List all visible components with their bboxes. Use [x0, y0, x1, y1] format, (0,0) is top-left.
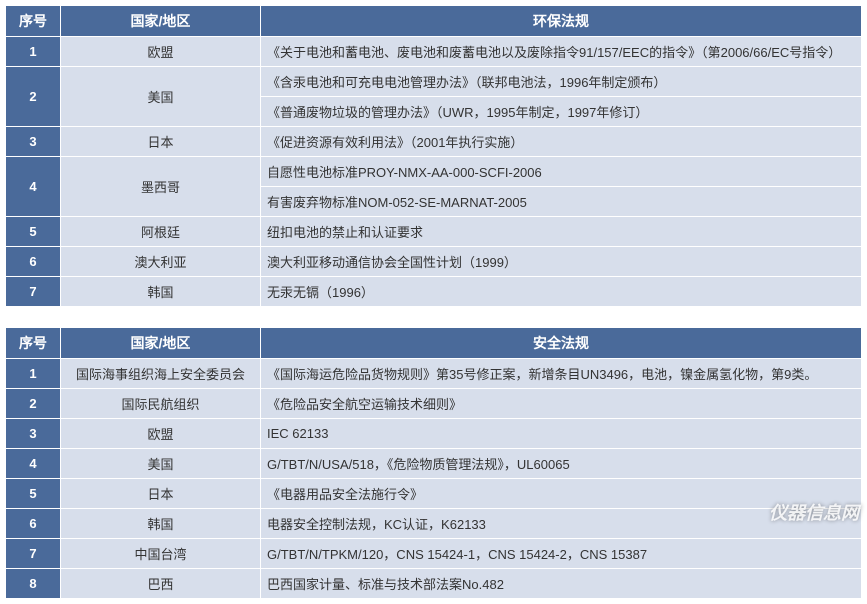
row-index: 7 — [6, 277, 61, 307]
table-row: 7韩国无汞无镉（1996） — [6, 277, 862, 307]
table1-body: 1欧盟《关于电池和蓄电池、废电池和废蓄电池以及废除指令91/157/EEC的指令… — [6, 37, 862, 307]
row-index: 4 — [6, 157, 61, 217]
row-detail: 澳大利亚移动通信协会全国性计划（1999） — [261, 247, 862, 277]
row-detail: IEC 62133 — [261, 419, 862, 449]
table-safety-regulations: 序号 国家/地区 安全法规 1国际海事组织海上安全委员会《国际海运危险品货物规则… — [5, 327, 862, 599]
table-row: 6澳大利亚澳大利亚移动通信协会全国性计划（1999） — [6, 247, 862, 277]
table-row: 1国际海事组织海上安全委员会《国际海运危险品货物规则》第35号修正案，新增条目U… — [6, 359, 862, 389]
table2-body: 1国际海事组织海上安全委员会《国际海运危险品货物规则》第35号修正案，新增条目U… — [6, 359, 862, 599]
table2-header-row: 序号 国家/地区 安全法规 — [6, 328, 862, 359]
table-row: 4墨西哥自愿性电池标准PROY-NMX-AA-000-SCFI-2006 — [6, 157, 862, 187]
row-index: 1 — [6, 359, 61, 389]
row-region: 韩国 — [61, 277, 261, 307]
row-detail: 《含汞电池和可充电电池管理办法》（联邦电池法，1996年制定颁布） — [261, 67, 862, 97]
row-index: 3 — [6, 127, 61, 157]
table-row: 5日本《电器用品安全法施行令》 — [6, 479, 862, 509]
row-index: 2 — [6, 389, 61, 419]
table-gap — [5, 307, 862, 327]
row-region: 欧盟 — [61, 419, 261, 449]
table-row: 3日本《促进资源有效利用法》（2001年执行实施） — [6, 127, 862, 157]
row-detail: 《促进资源有效利用法》（2001年执行实施） — [261, 127, 862, 157]
table-row: 2国际民航组织《危险品安全航空运输技术细则》 — [6, 389, 862, 419]
row-detail: 《电器用品安全法施行令》 — [261, 479, 862, 509]
row-index: 5 — [6, 479, 61, 509]
row-index: 2 — [6, 67, 61, 127]
row-index: 4 — [6, 449, 61, 479]
table2-header-region: 国家/地区 — [61, 328, 261, 359]
table1-header-region: 国家/地区 — [61, 6, 261, 37]
table-row: 2美国《含汞电池和可充电电池管理办法》（联邦电池法，1996年制定颁布） — [6, 67, 862, 97]
row-region: 日本 — [61, 479, 261, 509]
table-row: 6韩国电器安全控制法规，KC认证，K62133 — [6, 509, 862, 539]
row-index: 1 — [6, 37, 61, 67]
table-row: 4美国G/TBT/N/USA/518，《危险物质管理法规》，UL60065 — [6, 449, 862, 479]
row-index: 6 — [6, 509, 61, 539]
table-row: 3欧盟IEC 62133 — [6, 419, 862, 449]
table-row: 5阿根廷纽扣电池的禁止和认证要求 — [6, 217, 862, 247]
row-detail: 有害废弃物标准NOM-052-SE-MARNAT-2005 — [261, 187, 862, 217]
row-detail: G/TBT/N/USA/518，《危险物质管理法规》，UL60065 — [261, 449, 862, 479]
table-environmental-regulations: 序号 国家/地区 环保法规 1欧盟《关于电池和蓄电池、废电池和废蓄电池以及废除指… — [5, 5, 862, 307]
row-region: 阿根廷 — [61, 217, 261, 247]
table1-header-idx: 序号 — [6, 6, 61, 37]
row-region: 韩国 — [61, 509, 261, 539]
row-detail: 自愿性电池标准PROY-NMX-AA-000-SCFI-2006 — [261, 157, 862, 187]
row-region: 美国 — [61, 449, 261, 479]
row-detail: G/TBT/N/TPKM/120，CNS 15424-1，CNS 15424-2… — [261, 539, 862, 569]
row-detail: 《危险品安全航空运输技术细则》 — [261, 389, 862, 419]
table1-header-detail: 环保法规 — [261, 6, 862, 37]
row-region: 日本 — [61, 127, 261, 157]
row-detail: 《普通废物垃圾的管理办法》（UWR，1995年制定，1997年修订） — [261, 97, 862, 127]
row-region: 巴西 — [61, 569, 261, 599]
row-detail: 《国际海运危险品货物规则》第35号修正案，新增条目UN3496，电池，镍金属氢化… — [261, 359, 862, 389]
row-detail: 《关于电池和蓄电池、废电池和废蓄电池以及废除指令91/157/EEC的指令》（第… — [261, 37, 862, 67]
row-detail: 电器安全控制法规，KC认证，K62133 — [261, 509, 862, 539]
table2-header-detail: 安全法规 — [261, 328, 862, 359]
row-index: 7 — [6, 539, 61, 569]
row-region: 美国 — [61, 67, 261, 127]
row-region: 澳大利亚 — [61, 247, 261, 277]
table-row: 8巴西巴西国家计量、标准与技术部法案No.482 — [6, 569, 862, 599]
row-detail: 纽扣电池的禁止和认证要求 — [261, 217, 862, 247]
row-region: 国际海事组织海上安全委员会 — [61, 359, 261, 389]
row-index: 5 — [6, 217, 61, 247]
row-index: 8 — [6, 569, 61, 599]
table-row: 1欧盟《关于电池和蓄电池、废电池和废蓄电池以及废除指令91/157/EEC的指令… — [6, 37, 862, 67]
row-index: 3 — [6, 419, 61, 449]
row-region: 墨西哥 — [61, 157, 261, 217]
row-detail: 巴西国家计量、标准与技术部法案No.482 — [261, 569, 862, 599]
row-detail: 无汞无镉（1996） — [261, 277, 862, 307]
row-region: 欧盟 — [61, 37, 261, 67]
table1-header-row: 序号 国家/地区 环保法规 — [6, 6, 862, 37]
table-row: 7中国台湾G/TBT/N/TPKM/120，CNS 15424-1，CNS 15… — [6, 539, 862, 569]
table2-header-idx: 序号 — [6, 328, 61, 359]
row-region: 中国台湾 — [61, 539, 261, 569]
row-index: 6 — [6, 247, 61, 277]
row-region: 国际民航组织 — [61, 389, 261, 419]
